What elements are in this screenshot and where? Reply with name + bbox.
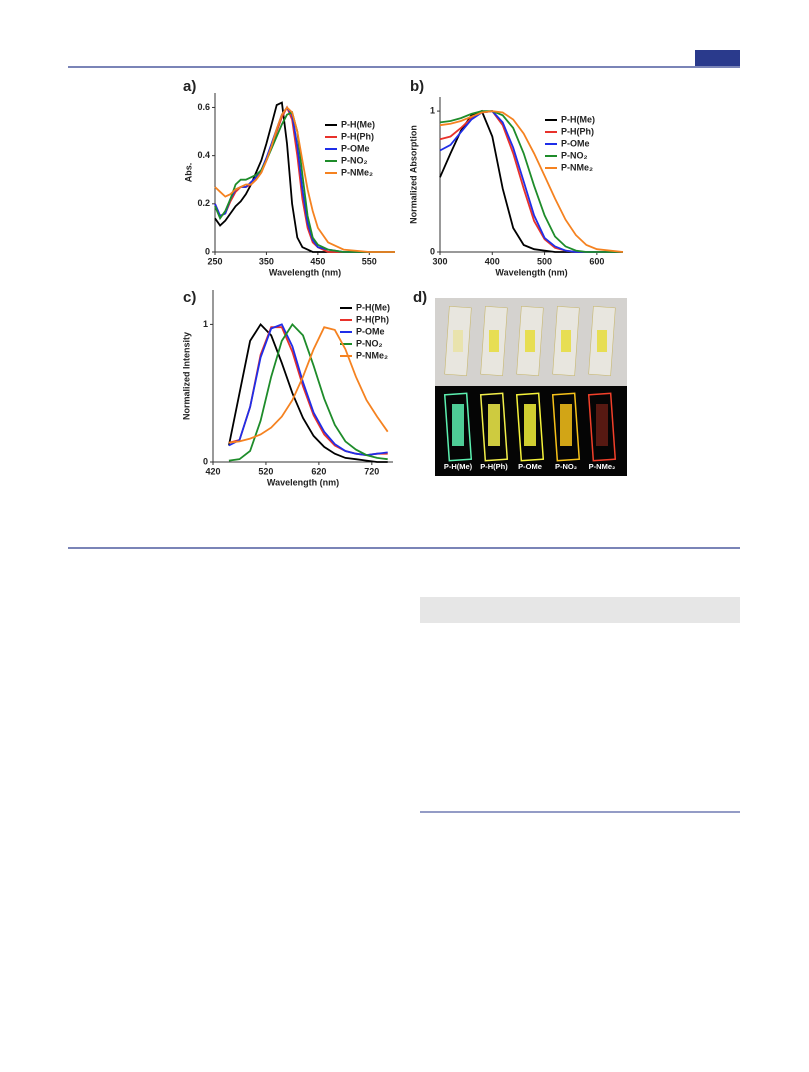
photo-label: P-H(Me) bbox=[444, 462, 473, 471]
y-tick-label: 0.4 bbox=[197, 150, 210, 160]
sample-uv bbox=[452, 404, 464, 446]
photo-label: P-NMe₂ bbox=[589, 462, 616, 471]
data-line bbox=[439, 110, 623, 253]
legend-label: P-NMe₂ bbox=[341, 167, 373, 177]
data-line bbox=[214, 111, 395, 253]
x-tick-label: 550 bbox=[362, 256, 377, 266]
y-axis-label: Normalized Intensity bbox=[181, 332, 191, 420]
x-tick-label: 400 bbox=[485, 256, 500, 266]
legend-label: P-OMe bbox=[341, 143, 370, 153]
legend-label: P-H(Ph) bbox=[341, 131, 374, 141]
x-axis-label: Wavelength (nm) bbox=[269, 267, 341, 277]
photo-label: P-OMe bbox=[518, 462, 542, 471]
photo-label: P-H(Ph) bbox=[480, 462, 508, 471]
sample-daylight bbox=[489, 330, 499, 352]
data-line bbox=[214, 106, 395, 253]
legend-label: P-H(Me) bbox=[561, 114, 595, 124]
sample-daylight bbox=[597, 330, 607, 352]
y-axis-label: Abs. bbox=[183, 163, 193, 183]
sample-daylight bbox=[525, 330, 535, 352]
legend-label: P-NO₂ bbox=[356, 338, 383, 348]
header-tab bbox=[695, 50, 740, 66]
panel-label: b) bbox=[410, 78, 424, 95]
sample-uv bbox=[596, 404, 608, 446]
data-line bbox=[439, 110, 623, 253]
legend-label: P-H(Me) bbox=[341, 119, 375, 129]
x-tick-label: 250 bbox=[207, 256, 222, 266]
y-tick-label: 0 bbox=[430, 246, 435, 256]
slide-uv bbox=[551, 392, 581, 462]
y-tick-label: 0 bbox=[205, 246, 210, 256]
x-axis-label: Wavelength (nm) bbox=[495, 267, 567, 277]
sample-uv bbox=[560, 404, 572, 446]
x-tick-label: 420 bbox=[205, 466, 220, 476]
x-tick-label: 350 bbox=[259, 256, 274, 266]
x-tick-label: 600 bbox=[589, 256, 604, 266]
data-line bbox=[214, 101, 395, 253]
data-line bbox=[228, 326, 389, 444]
data-line bbox=[228, 323, 388, 457]
legend-label: P-NMe₂ bbox=[356, 350, 388, 360]
sample-daylight bbox=[561, 330, 571, 352]
slide-uv bbox=[443, 392, 473, 462]
legend-label: P-H(Ph) bbox=[356, 314, 389, 324]
legend-label: P-OMe bbox=[356, 326, 385, 336]
panel-label: c) bbox=[183, 289, 196, 306]
legend-label: P-NO₂ bbox=[341, 155, 368, 165]
y-tick-label: 1 bbox=[430, 105, 435, 115]
legend-label: P-NO₂ bbox=[561, 150, 588, 160]
legend-label: P-OMe bbox=[561, 138, 590, 148]
panel-label: d) bbox=[413, 289, 427, 306]
y-tick-label: 1 bbox=[203, 319, 208, 329]
x-tick-label: 620 bbox=[311, 466, 326, 476]
slide-uv bbox=[587, 392, 617, 462]
y-axis-label: Normalized Absorption bbox=[408, 125, 418, 224]
data-line bbox=[439, 110, 624, 253]
x-tick-label: 300 bbox=[432, 256, 447, 266]
x-tick-label: 500 bbox=[537, 256, 552, 266]
sample-uv bbox=[524, 404, 536, 446]
sample-daylight bbox=[453, 330, 463, 352]
table-header bbox=[420, 597, 740, 623]
slide-uv bbox=[479, 392, 509, 462]
y-tick-label: 0 bbox=[203, 456, 208, 466]
legend-label: P-H(Me) bbox=[356, 302, 390, 312]
panel-label: a) bbox=[183, 78, 196, 95]
legend-label: P-H(Ph) bbox=[561, 126, 594, 136]
legend-label: P-NMe₂ bbox=[561, 162, 593, 172]
slide-uv bbox=[515, 392, 545, 462]
x-tick-label: 720 bbox=[364, 466, 379, 476]
y-tick-label: 0.2 bbox=[197, 198, 210, 208]
photo-label: P-NO₂ bbox=[555, 462, 577, 471]
x-axis-label: Wavelength (nm) bbox=[267, 477, 339, 487]
data-line bbox=[439, 110, 623, 253]
data-line bbox=[439, 109, 623, 253]
x-tick-label: 450 bbox=[310, 256, 325, 266]
y-tick-label: 0.6 bbox=[197, 102, 210, 112]
sample-uv bbox=[488, 404, 500, 446]
x-tick-label: 520 bbox=[258, 466, 273, 476]
data-line bbox=[228, 322, 388, 463]
